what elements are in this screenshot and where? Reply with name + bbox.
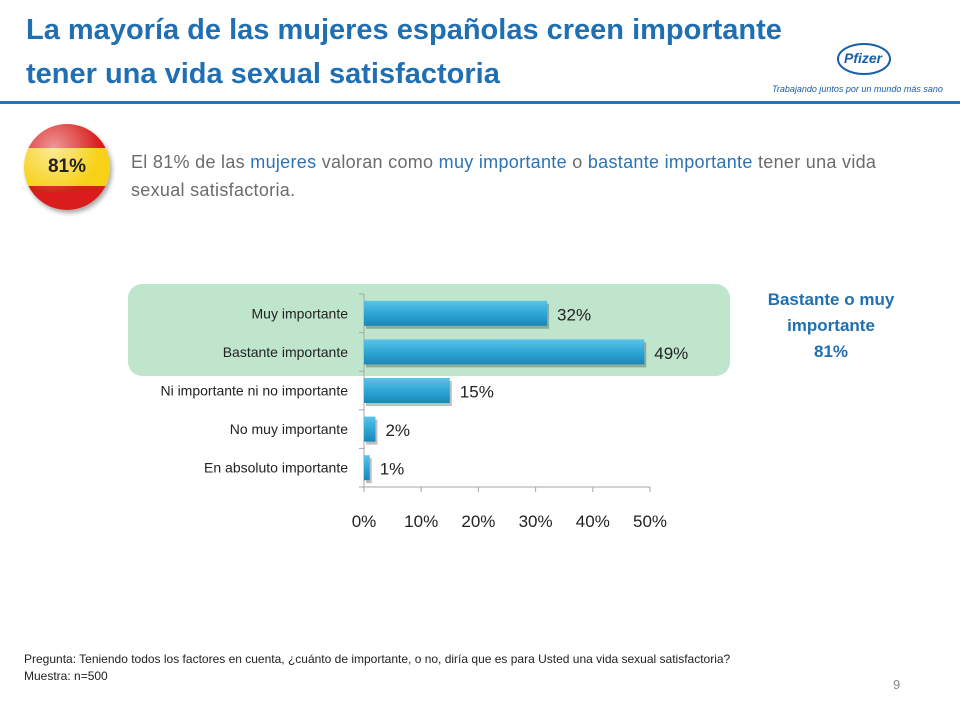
side-note-line-1: Bastante o muy [767,290,895,309]
data-label: 15% [460,383,494,402]
bar [364,339,645,365]
x-tick-label: 50% [633,512,667,531]
bar [364,300,548,326]
side-note-line-3: 81% [813,342,849,361]
intro-part-6: bastante importante [587,152,753,172]
intro-part-1: El 81% de las [131,152,251,172]
footnote: Pregunta: Teniendo todos los factores en… [24,651,804,685]
footnote-sample: Muestra: n=500 [24,669,108,683]
intro-text: El 81% de las mujeres valoran como muy i… [131,148,891,204]
pfizer-wordmark: Pfizer [844,50,883,66]
percentage-badge: 81% [47,156,87,177]
x-tick-label: 10% [404,512,438,531]
category-label: Muy importante [252,305,349,321]
category-label: No muy importante [230,421,348,437]
page-number: 9 [893,677,901,692]
bar [364,416,376,442]
side-note: Bastante o muy importante 81% [726,287,936,365]
pfizer-logo-oval-icon [837,43,891,75]
bar [364,378,450,403]
intro-part-7: tener una vida sexual satisfactoria. [131,152,877,200]
footnote-question: Pregunta: Teniendo todos los factores en… [24,652,731,666]
data-label: 1% [380,460,405,479]
x-tick-label: 20% [461,512,495,531]
intro-part-3: valoran como [316,152,439,172]
category-label: Ni importante ni no importante [160,383,348,399]
x-tick-label: 30% [519,512,553,531]
title-divider [0,101,960,104]
pfizer-logo [760,40,940,96]
data-label: 32% [557,305,591,324]
page-title: La mayoría de las mujeres españolas cree… [26,14,782,90]
data-label: 49% [654,344,688,363]
x-tick-label: 40% [576,512,610,531]
category-label: En absoluto importante [204,460,348,476]
intro-part-4: muy importante [438,152,567,172]
intro-part-2: mujeres [250,152,317,172]
category-label: Bastante importante [223,344,349,360]
x-tick-label: 0% [352,512,377,531]
intro-part-5: o [566,152,588,172]
bar [364,455,370,481]
side-note-line-2: importante [787,316,875,335]
spain-flag-icon [24,124,110,210]
data-label: 2% [385,421,410,440]
pfizer-tagline: Trabajando juntos por un mundo más sano [772,84,943,94]
